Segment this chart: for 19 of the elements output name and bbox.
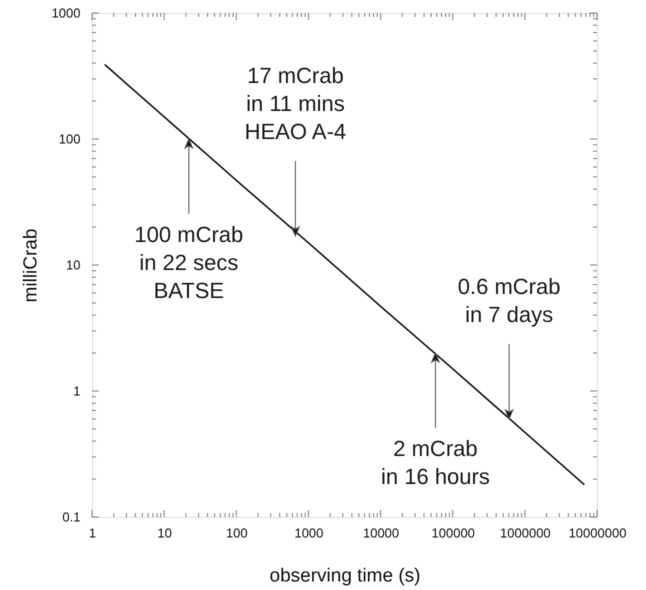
- annotation: 2 mCrab in 16 hours: [381, 436, 490, 490]
- x-tick-label: 100000: [432, 526, 475, 540]
- y-tick-label: 100: [58, 132, 80, 146]
- annotation: 17 mCrab in 11 mins HEAO A-4: [244, 62, 346, 144]
- x-tick-label: 10000: [362, 526, 400, 540]
- x-axis-title: observing time (s): [270, 566, 420, 586]
- annotation: 0.6 mCrab in 7 days: [458, 274, 560, 327]
- annotation: 100 mCrab in 22 secs BATSE: [134, 222, 244, 303]
- y-tick-label: 1: [73, 384, 80, 398]
- x-tick-label: 10: [157, 526, 172, 540]
- x-tick-label: 1: [88, 526, 96, 540]
- x-tick-label: 10000000: [568, 526, 626, 540]
- x-tick-label: 1000: [294, 526, 324, 540]
- x-tick-label: 1000000: [500, 526, 551, 540]
- x-tick-label: 100: [226, 526, 248, 540]
- y-axis-title: milliCrab: [20, 228, 42, 302]
- y-tick-label: 0.1: [62, 510, 80, 524]
- y-tick-label: 1000: [52, 6, 80, 20]
- y-tick-label: 10: [66, 258, 80, 272]
